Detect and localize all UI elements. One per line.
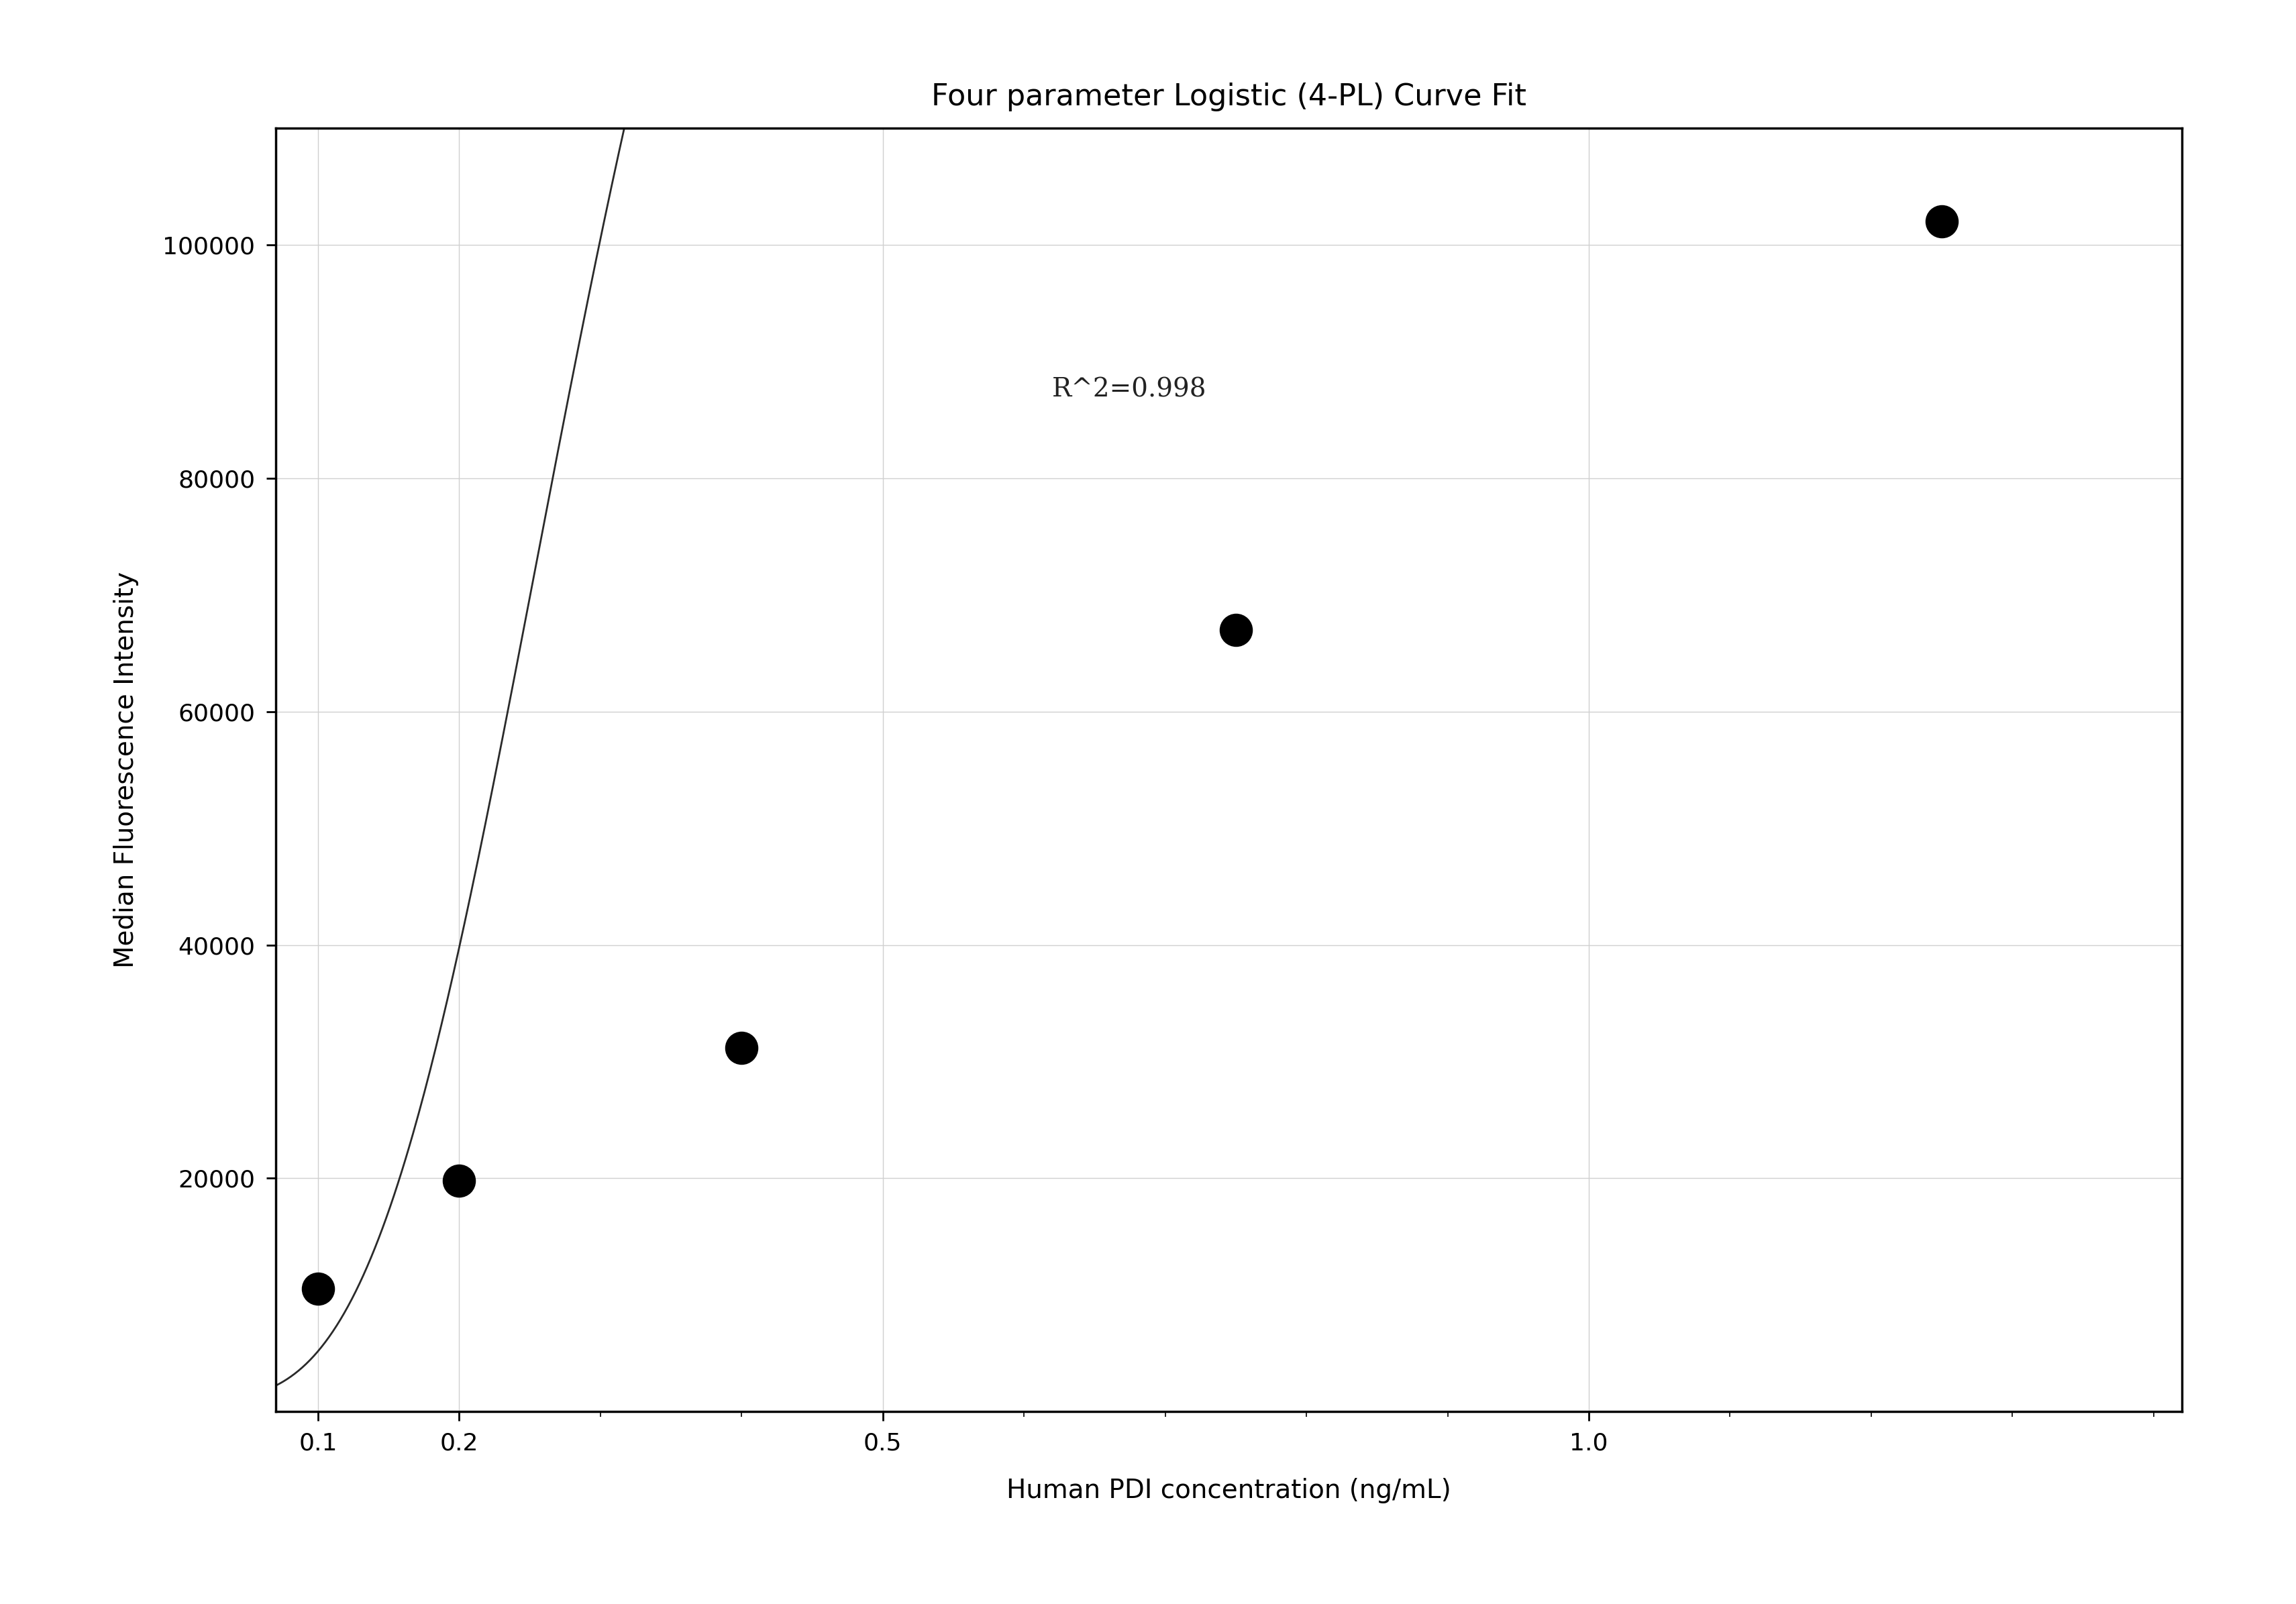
Point bbox=[1217, 618, 1254, 643]
Point bbox=[1922, 209, 1958, 234]
X-axis label: Human PDI concentration (ng/mL): Human PDI concentration (ng/mL) bbox=[1006, 1479, 1451, 1503]
Point bbox=[441, 1168, 478, 1193]
Text: R^2=0.998: R^2=0.998 bbox=[1052, 377, 1205, 403]
Point bbox=[723, 1035, 760, 1060]
Point bbox=[298, 1277, 335, 1302]
Y-axis label: Median Fluorescence Intensity: Median Fluorescence Intensity bbox=[115, 571, 140, 969]
Title: Four parameter Logistic (4-PL) Curve Fit: Four parameter Logistic (4-PL) Curve Fit bbox=[930, 82, 1527, 111]
